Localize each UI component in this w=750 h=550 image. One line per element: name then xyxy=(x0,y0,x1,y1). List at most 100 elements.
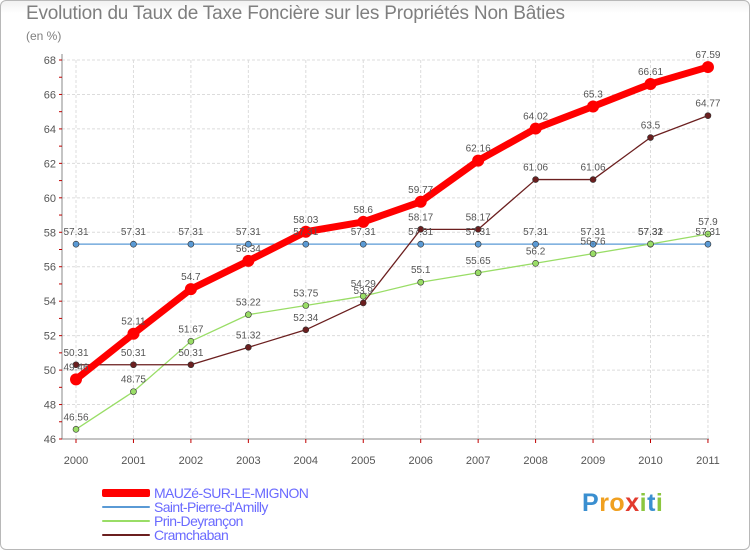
legend-label: Cramchaban xyxy=(154,527,229,543)
data-point xyxy=(647,240,654,248)
data-point xyxy=(644,77,657,90)
series-line xyxy=(72,63,712,383)
data-point xyxy=(529,122,542,135)
data-label: 51.32 xyxy=(236,330,261,341)
legend-item: Cramchaban xyxy=(96,528,416,542)
x-tick-label: 2003 xyxy=(236,455,260,467)
data-point xyxy=(701,61,714,74)
series-line xyxy=(75,114,709,366)
data-point xyxy=(245,311,252,318)
data-label: 46.56 xyxy=(63,412,88,423)
y-tick-label: 48 xyxy=(44,400,56,412)
data-point xyxy=(359,292,367,300)
data-label: 58.17 xyxy=(408,212,433,223)
data-label: 55.1 xyxy=(411,265,431,276)
data-label: 54.7 xyxy=(181,272,201,283)
y-tick-label: 68 xyxy=(44,55,56,67)
data-label: 57.31 xyxy=(63,227,88,238)
data-label: 64.77 xyxy=(695,99,720,110)
data-point xyxy=(587,100,600,113)
data-label: 58.17 xyxy=(466,212,491,223)
x-tick-label: 2005 xyxy=(351,455,375,467)
y-tick-label: 64 xyxy=(44,124,56,136)
data-label: 57.9 xyxy=(698,217,718,228)
data-label: 50.31 xyxy=(121,348,146,359)
y-tick-label: 56 xyxy=(44,262,56,274)
data-label: 57.31 xyxy=(351,227,376,238)
data-point xyxy=(245,344,252,351)
data-point xyxy=(299,225,312,238)
data-label: 66.61 xyxy=(638,67,663,78)
data-label: 57.31 xyxy=(236,227,261,238)
data-point xyxy=(242,254,255,267)
data-label: 65.3 xyxy=(583,90,603,101)
y-tick-label: 54 xyxy=(44,296,56,308)
data-point xyxy=(127,327,140,340)
legend-swatch xyxy=(102,489,150,497)
x-tick-label: 2000 xyxy=(64,455,88,467)
data-point xyxy=(130,388,137,395)
data-point xyxy=(187,361,195,369)
data-point xyxy=(532,259,539,267)
series-line xyxy=(75,233,709,431)
data-label: 64.02 xyxy=(523,112,548,123)
data-label: 49.46 xyxy=(63,362,88,373)
data-label: 57.31 xyxy=(638,227,663,238)
data-label: 53.75 xyxy=(293,288,318,299)
data-label: 53.9 xyxy=(354,286,374,297)
data-label: 57.31 xyxy=(293,227,318,238)
data-point xyxy=(474,269,482,277)
data-label: 58.6 xyxy=(354,205,374,216)
y-tick-label: 46 xyxy=(44,434,56,446)
data-point xyxy=(72,240,80,248)
x-tick-label: 2010 xyxy=(638,455,662,467)
y-tick-label: 50 xyxy=(44,365,56,377)
data-point xyxy=(359,299,367,307)
legend-label: Saint-Pierre-d'Amilly xyxy=(154,499,268,515)
legend-item: Saint-Pierre-d'Amilly xyxy=(96,500,416,514)
data-point xyxy=(589,240,597,248)
data-label: 53.22 xyxy=(236,298,261,309)
logo-letter: P xyxy=(582,489,600,517)
x-tick-label: 2007 xyxy=(466,455,490,467)
x-tick-label: 2011 xyxy=(696,455,720,467)
logo-letter: i xyxy=(639,489,648,517)
legend-item: Prin-Deyrançon xyxy=(96,514,416,528)
data-point xyxy=(472,154,485,167)
data-point xyxy=(704,112,712,119)
data-point xyxy=(245,240,252,248)
data-label: 55.65 xyxy=(466,256,491,267)
data-label: 56.34 xyxy=(236,244,261,255)
data-label: 50.31 xyxy=(178,348,203,359)
data-point xyxy=(414,195,427,208)
data-label: 57.31 xyxy=(695,227,720,238)
data-point xyxy=(130,361,137,369)
y-tick-label: 66 xyxy=(44,89,56,101)
data-point xyxy=(532,176,539,183)
legend: MAUZé-SUR-LE-MIGNON Saint-Pierre-d'Amill… xyxy=(96,486,416,542)
data-label: 61.06 xyxy=(581,163,606,174)
x-tick-label: 2002 xyxy=(179,455,203,467)
data-label: 50.31 xyxy=(63,348,88,359)
data-point xyxy=(72,361,80,369)
chart-title: Evolution du Taux de Taxe Foncière sur l… xyxy=(26,3,565,24)
y-tick-label: 62 xyxy=(44,158,56,170)
data-label: 56.76 xyxy=(581,237,606,248)
data-point xyxy=(417,240,425,248)
data-label: 62.16 xyxy=(466,144,491,155)
legend-swatch xyxy=(102,506,150,508)
y-tick-label: 58 xyxy=(44,227,56,239)
legend-label: Prin-Deyrançon xyxy=(154,513,243,529)
proxiti-logo: Proxiti xyxy=(582,489,663,518)
logo-letter: i xyxy=(655,489,664,517)
data-point xyxy=(589,250,597,257)
data-label: 57.32 xyxy=(638,227,663,238)
legend-item: MAUZé-SUR-LE-MIGNON xyxy=(96,486,416,500)
x-tick-label: 2004 xyxy=(294,455,318,467)
data-label: 59.77 xyxy=(408,185,433,196)
data-label: 52.11 xyxy=(121,317,146,328)
logo-letter: o xyxy=(609,489,626,517)
logo-letter: t xyxy=(647,489,656,517)
data-label: 52.34 xyxy=(293,313,318,324)
